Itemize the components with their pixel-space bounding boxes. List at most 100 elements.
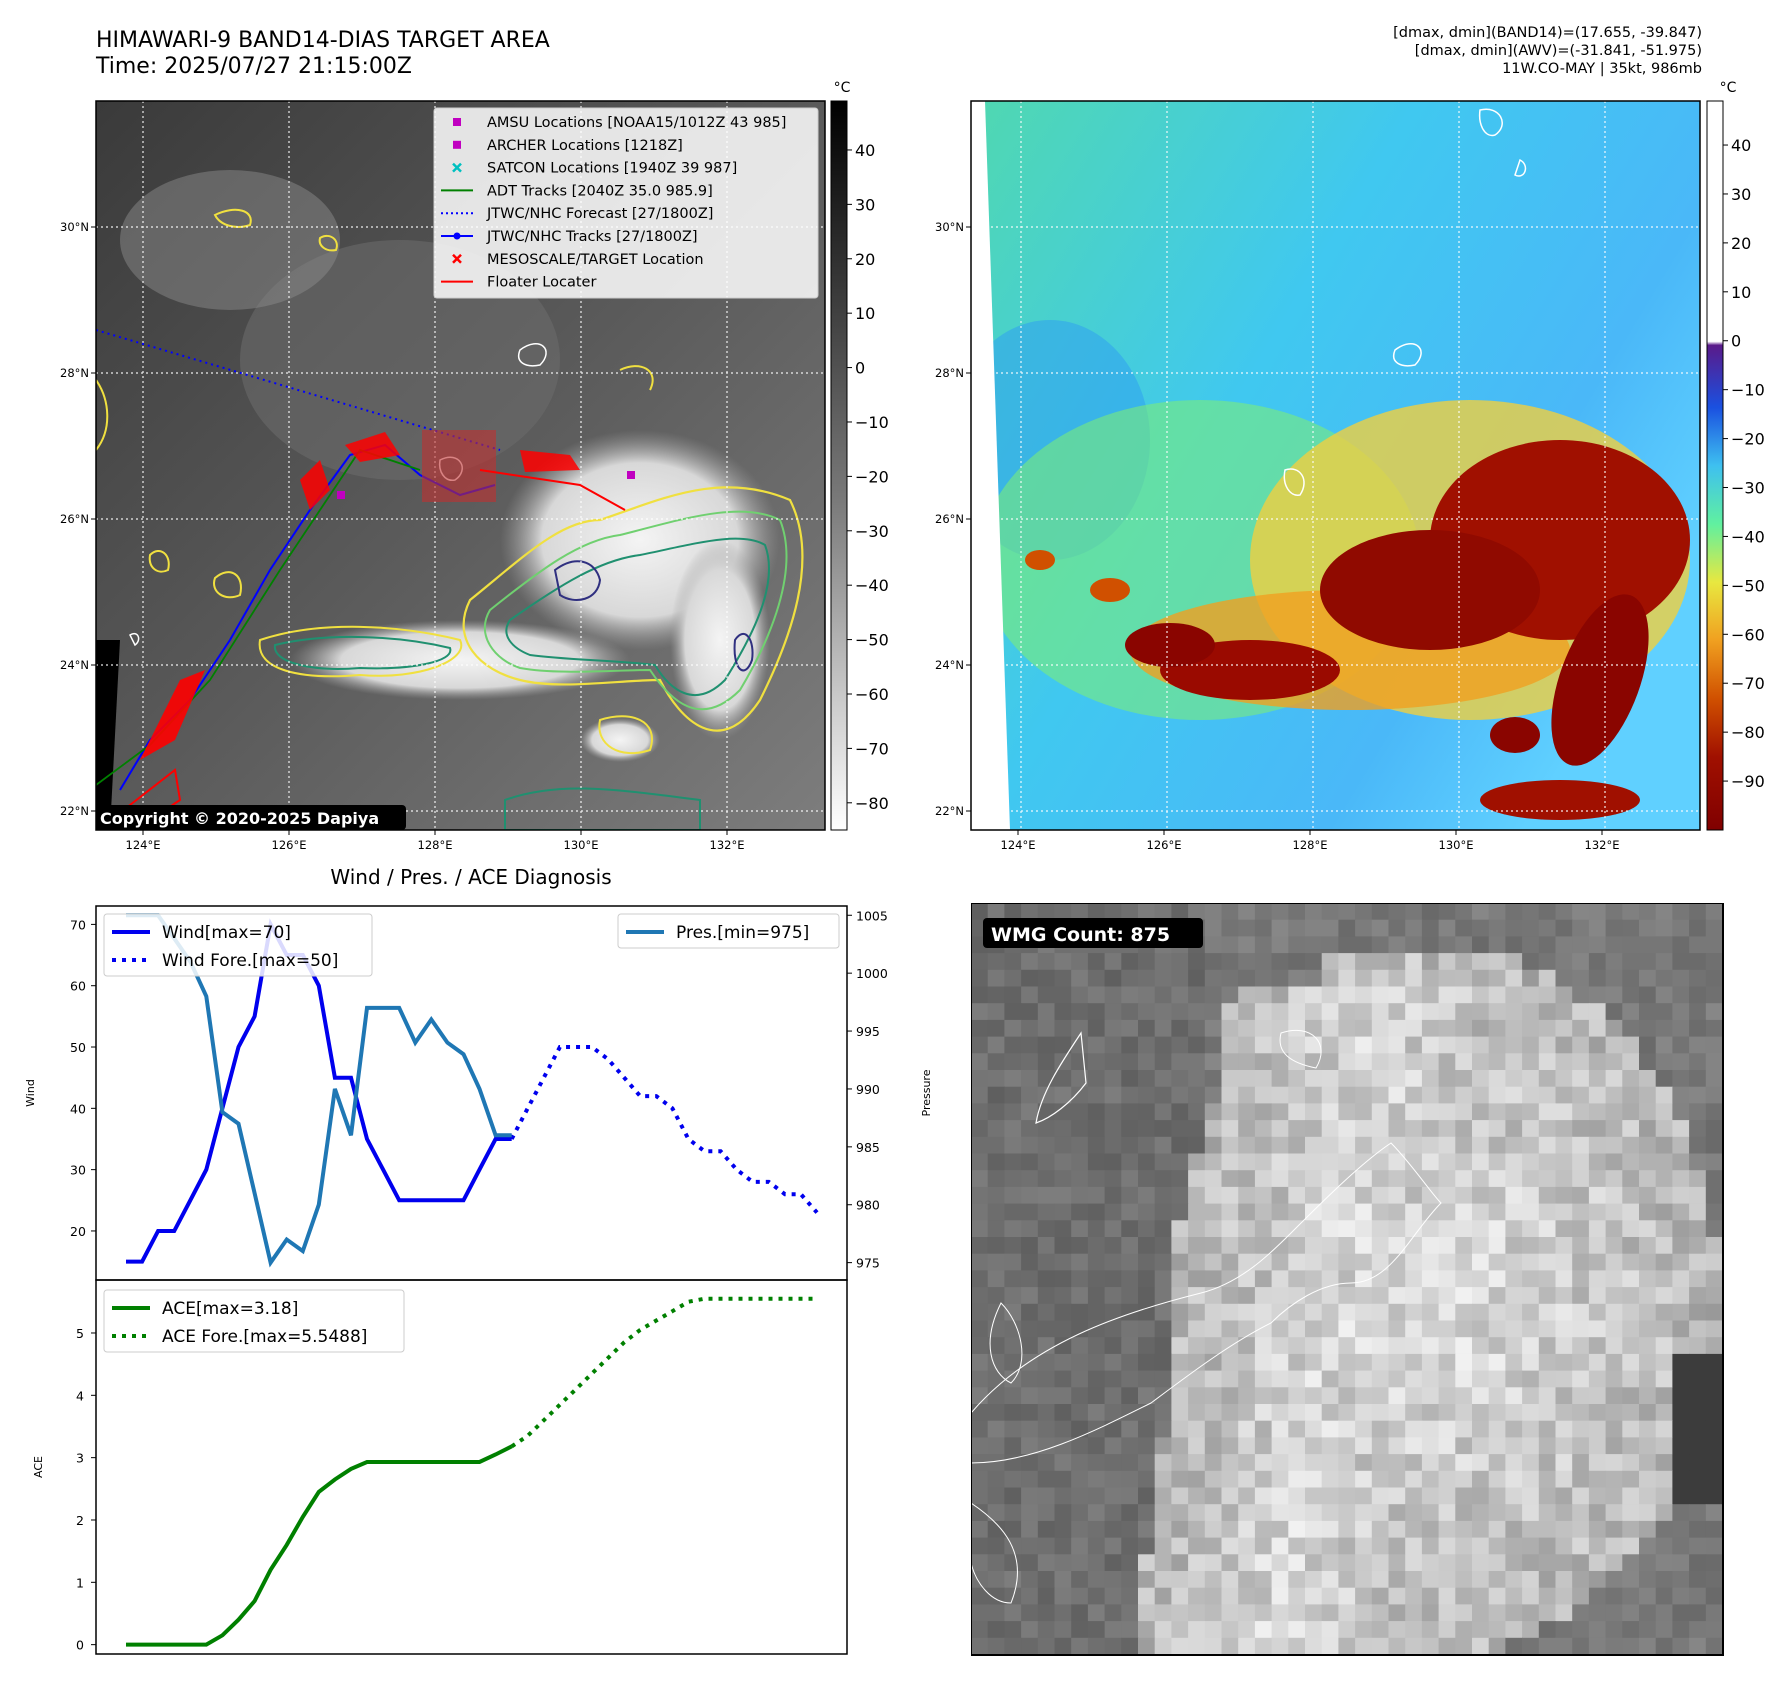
lat-label: 30°N: [935, 220, 964, 234]
series-line: [126, 1444, 513, 1647]
wmg-panel: WMG Count: 875: [971, 903, 1724, 1656]
colorbar-tick-label: −10: [855, 413, 889, 432]
colorbar-tick-label: −60: [1731, 625, 1765, 644]
legend-label: AMSU Locations [NOAA15/1012Z 43 985]: [487, 115, 786, 131]
colorbar-tick-label: 10: [1731, 283, 1751, 302]
pressure-ylabel: Pressure: [920, 1069, 933, 1116]
colorbar-tick-label: −20: [1731, 430, 1765, 449]
copyright-badge: [96, 805, 406, 830]
lon-label: 130°E: [564, 838, 599, 852]
colorbar-tick-label: −90: [1731, 772, 1765, 791]
ace-tick-label: 4: [76, 1388, 84, 1403]
colorbar-tick-label: −40: [1731, 527, 1765, 546]
chart-legend: [103, 913, 373, 977]
lon-label: 128°E: [1293, 838, 1328, 852]
lat-label: 22°N: [935, 804, 964, 818]
wind-tick-label: 70: [70, 917, 86, 932]
info-line-2: [dmax, dmin](AWV)=(-31.841, -51.975): [1414, 43, 1702, 59]
colorbar-tick-label: 20: [1731, 234, 1751, 253]
wind-tick-label: 20: [70, 1224, 86, 1239]
legend-marker-square: [453, 118, 461, 126]
colorbar-tick-label: −50: [855, 631, 889, 650]
pressure-tick-label: 980: [856, 1198, 880, 1213]
ace-axes: [95, 1279, 848, 1655]
lon-label: 126°E: [272, 838, 307, 852]
colorbar-tick-label: 30: [1731, 185, 1751, 204]
wind-tick-label: 50: [70, 1040, 86, 1055]
legend-marker-square: [453, 140, 461, 149]
chart-legend-label: Pres.[min=975]: [676, 923, 809, 943]
lon-label: 126°E: [1147, 838, 1182, 852]
intensity-info: [dmax, dmin](BAND14)=(17.655, -39.847) […: [1393, 24, 1702, 78]
lat-label: 24°N: [60, 658, 89, 672]
colorbar-tick-label: −20: [855, 467, 889, 486]
lon-label: 132°E: [1585, 838, 1620, 852]
chart-legend: [103, 1289, 405, 1353]
colorbar-tick-label: −60: [855, 685, 889, 704]
map-legend: AMSU Locations [NOAA15/1012Z 43 985] ARCH…: [433, 107, 819, 299]
lat-label: 26°N: [60, 512, 89, 526]
wmg-count: WMG Count: 875: [991, 924, 1170, 946]
series-line: [509, 1045, 819, 1214]
pressure-tick-label: 975: [856, 1256, 880, 1271]
pressure-tick-label: 995: [856, 1024, 880, 1039]
legend-label: JTWC/NHC Tracks [27/1800Z]: [486, 229, 698, 245]
chart-legend: [617, 913, 840, 949]
lon-label: 124°E: [126, 838, 161, 852]
colorbar-tick-label: 40: [1731, 136, 1751, 155]
ace-tick-label: 1: [76, 1575, 84, 1590]
main-title: HIMAWARI-9 BAND14-DIAS TARGET AREA Time:…: [96, 28, 550, 80]
legend-label: MESOSCALE/TARGET Location: [487, 252, 704, 268]
lon-label: 128°E: [418, 838, 453, 852]
colorbar-tick-label: 20: [855, 250, 875, 269]
pressure-tick-label: 1005: [856, 908, 888, 923]
ace-ylabel: ACE: [32, 1456, 45, 1478]
colorbar-tick-label: 40: [855, 141, 875, 160]
colorbar-tick-label: −80: [855, 794, 889, 813]
colorbar-tick-label: −50: [1731, 576, 1765, 595]
lat-label: 28°N: [935, 366, 964, 380]
wind-tick-label: 60: [70, 979, 86, 994]
legend-marker-x: [452, 162, 462, 173]
lat-label: 24°N: [935, 658, 964, 672]
title-line-2: Time: 2025/07/27 21:15:00Z: [96, 54, 412, 79]
colorbar-tick-label: −80: [1731, 723, 1765, 742]
title-line-1: HIMAWARI-9 BAND14-DIAS TARGET AREA: [96, 28, 550, 53]
legend-label: ARCHER Locations [1218Z]: [487, 138, 683, 154]
legend-label: Floater Locater: [487, 275, 596, 291]
colorbar-tick-label: 30: [855, 195, 875, 214]
lon-label: 124°E: [1001, 838, 1036, 852]
colorbar1-unit: °C: [834, 80, 851, 96]
ace-tick-label: 2: [76, 1513, 84, 1528]
colorbar-band14: [830, 100, 848, 831]
chart-legend-label: Wind[max=70]: [162, 923, 291, 943]
colorbar2-unit: °C: [1720, 80, 1737, 96]
colorbar-tick-label: 0: [1731, 332, 1741, 351]
chart-legend-label: Wind Fore.[max=50]: [162, 951, 338, 971]
colorbar-tick-label: 0: [855, 359, 865, 378]
colorbar-tick-label: −30: [1731, 479, 1765, 498]
map2-imagery: [971, 101, 1700, 830]
colorbar-tick-label: −70: [1731, 674, 1765, 693]
diagnosis-chart: Wind / Pres. / ACE Diagnosis 20304050607…: [24, 865, 933, 1655]
colorbar-tick-label: −40: [855, 576, 889, 595]
ace-tick-label: 0: [76, 1638, 84, 1653]
info-line-3: 11W.CO-MAY | 35kt, 986mb: [1502, 61, 1702, 77]
lat-label: 26°N: [935, 512, 964, 526]
pressure-tick-label: 990: [856, 1082, 880, 1097]
series-line: [510, 1296, 817, 1449]
ace-tick-label: 3: [76, 1451, 84, 1466]
colorbar-tick-label: −30: [855, 522, 889, 541]
series-line: [126, 918, 512, 1264]
lat-label: 22°N: [60, 804, 89, 818]
chart-legend-label: ACE[max=3.18]: [162, 1299, 298, 1319]
legend-marker-dot: [453, 232, 461, 240]
copyright-text: Copyright © 2020-2025 Dapiya: [100, 809, 379, 828]
pressure-tick-label: 985: [856, 1140, 880, 1155]
chart-legend-label: ACE Fore.[max=5.5488]: [162, 1327, 367, 1347]
pressure-tick-label: 1000: [856, 966, 888, 981]
lat-label: 28°N: [60, 366, 89, 380]
colorbar-tick-label: −70: [855, 739, 889, 758]
lon-label: 130°E: [1439, 838, 1474, 852]
legend-label: JTWC/NHC Forecast [27/1800Z]: [486, 206, 713, 222]
